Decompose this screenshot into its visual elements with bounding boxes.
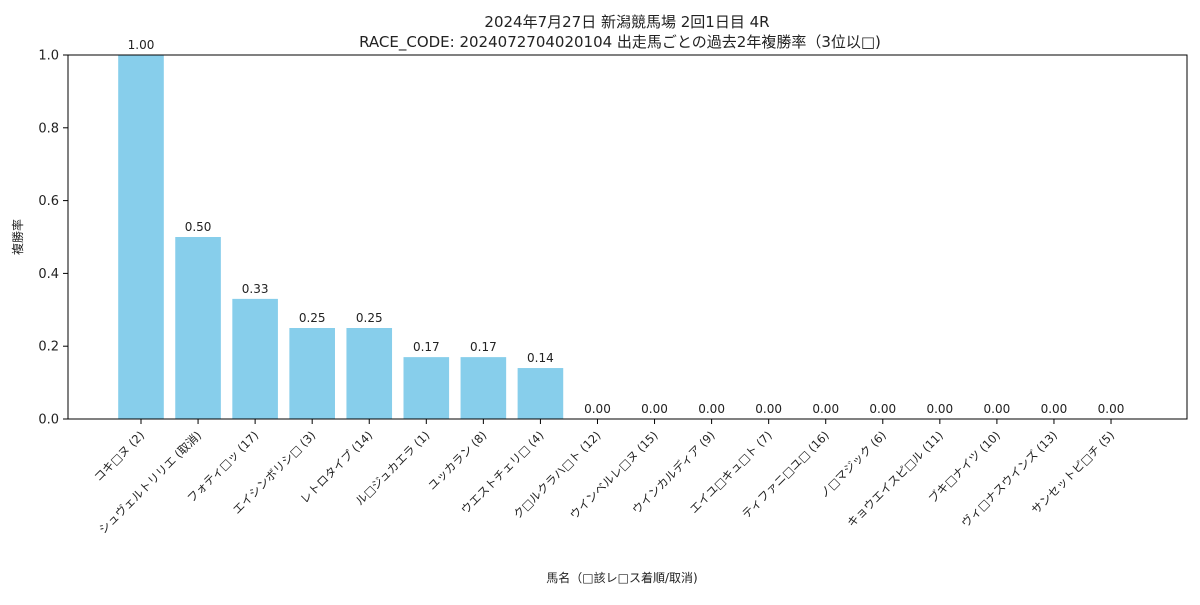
bar-value-label: 0.00 <box>584 402 611 416</box>
y-tick-label: 0.4 <box>38 267 59 282</box>
bar-value-label: 0.00 <box>1098 402 1125 416</box>
y-tick-label: 0.6 <box>38 194 59 209</box>
y-tick-label: 1.0 <box>38 49 59 64</box>
bar-value-label: 0.17 <box>413 340 440 354</box>
bar <box>118 55 164 419</box>
x-tick-label: シュヴェルトリリエ (取消) <box>96 428 204 536</box>
bar-value-label: 0.33 <box>242 282 269 296</box>
bar-value-label: 0.00 <box>755 402 782 416</box>
chart-title-line-2: RACE_CODE: 2024072704020104 出走馬ごとの過去2年複勝… <box>359 33 881 52</box>
bar-value-label: 0.00 <box>869 402 896 416</box>
bar <box>289 328 335 419</box>
y-axis-label: 複勝率 <box>10 219 25 255</box>
bar <box>232 298 278 419</box>
y-tick-label: 0.2 <box>38 340 59 355</box>
y-tick-label: 0.8 <box>38 121 59 136</box>
x-tick-label: キョウエイスピ□ル (11) <box>844 428 946 530</box>
plot-area: 1.000.500.330.25 0.250.17 0.170.140.00 0.00… <box>38 38 1188 537</box>
bar-value-label: 0.25 <box>356 311 383 325</box>
bar-value-label: 0.00 <box>984 402 1011 416</box>
x-tick-label: ヴィ□ナスウインズ (13) <box>958 428 1060 530</box>
x-tick-label: ユッカラン (8) <box>425 428 490 493</box>
bar <box>175 237 221 419</box>
y-tick-label: 0.0 <box>38 413 59 428</box>
bar-value-label: 0.00 <box>641 402 668 416</box>
bar-value-label: 0.14 <box>527 351 554 365</box>
bar <box>517 368 564 419</box>
bar-value-label: 0.17 <box>470 340 497 354</box>
bar-value-label: 0.00 <box>926 402 953 416</box>
bar-value-label: 0.00 <box>812 402 839 416</box>
bar-value-label: 1.00 <box>128 38 155 52</box>
chart-title-line-1: 2024年7月27日 新潟競馬場 2回1日目 4R <box>484 13 769 31</box>
x-axis-label: 馬名（□該レ□ス着順/取消) <box>546 570 697 585</box>
bar <box>346 328 393 419</box>
bar-value-label: 0.25 <box>299 311 326 325</box>
x-tick-label: コキ□ヌ (2) <box>91 428 147 484</box>
bar-value-label: 0.00 <box>1041 402 1068 416</box>
axes-frame <box>67 54 1188 420</box>
bar <box>403 357 450 419</box>
bar <box>460 357 507 419</box>
bar-value-label: 0.00 <box>698 402 725 416</box>
bar-value-label: 0.50 <box>185 220 212 234</box>
